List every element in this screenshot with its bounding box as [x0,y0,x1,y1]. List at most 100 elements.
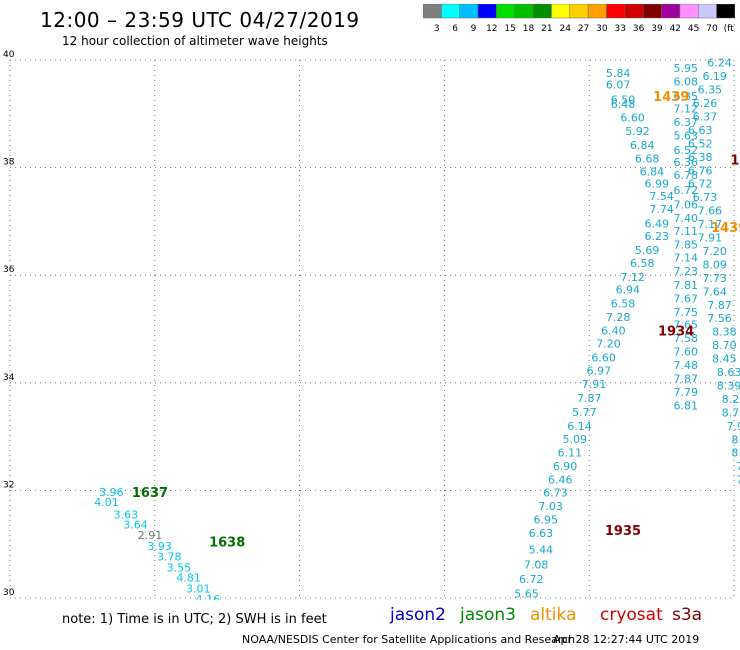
swh-value: 6.72 [688,178,713,191]
swh-value: 7.48 [673,359,698,372]
swh-value: 6.58 [611,298,636,311]
color-scale-tick: 6 [452,24,458,34]
swh-value: 3.63 [114,509,139,522]
swh-value: 8.63 [717,366,740,379]
pass-time-label: 1439 [711,221,740,236]
swh-value: 6.23 [645,230,670,243]
color-scale-tick: 9 [471,24,477,34]
color-scale-tick: 27 [578,24,589,34]
swh-value: 7.20 [702,245,727,258]
swh-value: 5.92 [625,125,650,138]
swh-value: 5.65 [514,588,539,600]
swh-value: 8.09 [702,258,727,271]
color-scale-tick: 15 [504,24,515,34]
swh-value: 7.87 [707,299,732,312]
color-scale-tick: 45 [688,24,699,34]
lat-tick-label: 40 [3,50,15,60]
swh-value: 6.11 [558,447,583,460]
swh-value: 7.74 [649,203,674,216]
swh-value: 7.11 [673,225,698,238]
swh-value: 6.95 [534,513,559,526]
color-scale-tick: 3 [434,24,440,34]
swh-value: 4.01 [94,496,119,509]
swh-value: 6.07 [606,79,631,92]
legend-satellite-s3a: s3a [672,605,703,625]
legend-satellite-cryosat: cryosat [600,605,663,625]
swh-value: 3.93 [147,540,172,553]
legend-satellite-jason2: jason2 [390,605,446,625]
generated-timestamp: Apr 28 12:27:44 UTC 2019 [553,633,700,646]
swh-value: 6.73 [543,487,568,500]
swh-value: 6.26 [693,97,718,110]
swh-value: 7.87 [673,372,698,385]
pass-time-label: 1934 [658,325,694,340]
swh-value: 8.38 [712,326,737,339]
swh-value: 7.23 [673,265,698,278]
color-scale-tick: (ft) [724,24,735,34]
swh-value: 7.03 [538,500,563,513]
footer-note: note: 1) Time is in UTC; 2) SWH is in fe… [62,612,327,627]
swh-value: 6.52 [688,137,713,150]
pass-time-label: 1439 [653,90,689,105]
swh-value: 6.36 [673,156,698,169]
swh-value: 6.49 [645,218,670,231]
swh-value: 6.97 [587,364,612,377]
swh-value: 6.63 [688,124,713,137]
swh-value: 6.37 [673,116,698,129]
swh-value: 6.84 [640,165,665,178]
color-scale-tick: 12 [486,24,497,34]
map-subtitle: 12 hour collection of altimeter wave hei… [62,34,328,48]
swh-value: 7.58 [673,332,698,345]
lat-tick-label: 38 [3,158,15,168]
swh-value: 7.81 [673,279,698,292]
swh-value: 7.08 [524,559,549,572]
swh-value: 6.46 [548,474,573,487]
swh-value: 7.64 [702,285,727,298]
swh-value: 8.72 [722,406,740,419]
color-scale-tick: 21 [541,24,552,34]
swh-value: 6.24 [707,57,732,70]
swh-value: 6.58 [630,257,655,270]
swh-value: 7.90 [727,420,740,433]
color-scale-tick: 30 [596,24,608,34]
swh-value: 5.95 [673,62,698,75]
color-scale-tick: 36 [633,24,645,34]
swh-value: 7.99 [736,460,740,473]
swh-value: 7.65 [673,319,698,332]
color-scale-tick: 39 [651,24,663,34]
color-scale-tick: 24 [559,24,571,34]
swh-value: 6.19 [702,70,727,83]
swh-value: 2.91 [138,529,163,542]
color-swatch [716,4,735,19]
swh-value: 7.67 [673,292,698,305]
color-scale-tick: 18 [523,24,535,34]
swh-value: 4.16 [196,593,221,600]
swh-value: 7.79 [673,386,698,399]
swh-value: 8.20 [731,433,740,446]
swh-value: 6.84 [630,139,655,152]
pass-time-label: 1637 [132,486,168,501]
map-title: 12:00 – 23:59 UTC 04/27/2019 [40,8,360,32]
swh-value: 5.77 [572,406,597,419]
swh-value: 6.68 [635,152,660,165]
swh-value: 6.60 [620,112,645,125]
credit-line: NOAA/NESDIS Center for Satellite Applica… [242,633,576,646]
swh-value: 8.27 [722,393,740,406]
swh-value: 5.44 [529,544,554,557]
color-scale-tick: 70 [706,24,718,34]
swh-value: 7.60 [673,346,698,359]
swh-value: 5.63 [673,129,698,142]
swh-value: 7.65 [736,474,740,487]
color-scale-tick: 33 [615,24,626,34]
lat-tick-label: 34 [3,373,15,383]
swh-value: 6.35 [673,90,698,103]
swh-value: 3.78 [157,551,182,564]
swh-value: 6.08 [673,76,698,89]
swh-value: 7.54 [649,190,674,203]
swh-value: 3.01 [186,582,211,595]
swh-value: 6.99 [645,178,670,191]
swh-value: 7.75 [673,306,698,319]
legend-satellite-jason3: jason3 [460,605,516,625]
swh-value: 8.40 [731,447,740,460]
